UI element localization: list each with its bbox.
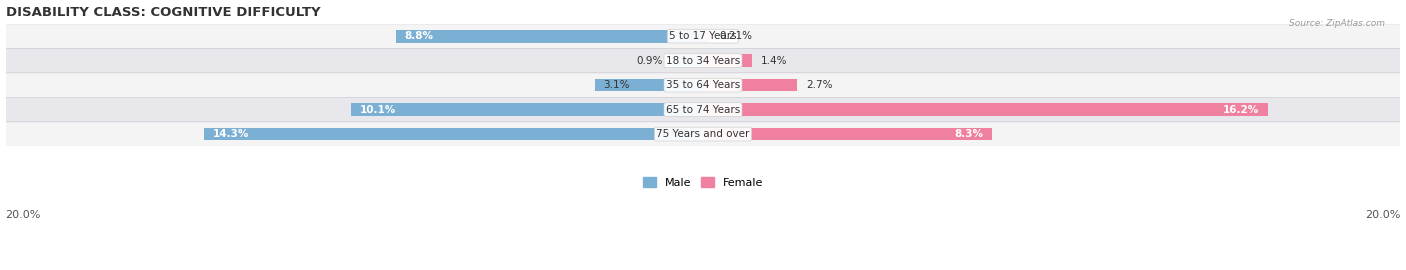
Text: DISABILITY CLASS: COGNITIVE DIFFICULTY: DISABILITY CLASS: COGNITIVE DIFFICULTY [6,6,321,19]
FancyBboxPatch shape [6,73,1400,97]
Bar [703,128,993,140]
Text: 8.3%: 8.3% [955,129,984,139]
FancyBboxPatch shape [6,122,1400,146]
Text: 20.0%: 20.0% [6,210,41,220]
Text: 16.2%: 16.2% [1223,104,1260,114]
FancyBboxPatch shape [6,48,1400,73]
Text: Source: ZipAtlas.com: Source: ZipAtlas.com [1289,19,1385,28]
Bar [703,103,1268,116]
Bar [703,30,710,42]
Text: 5 to 17 Years: 5 to 17 Years [669,31,737,41]
Text: 0.21%: 0.21% [718,31,752,41]
Text: 65 to 74 Years: 65 to 74 Years [666,104,740,114]
Text: 20.0%: 20.0% [1365,210,1400,220]
Bar [396,30,703,42]
Bar [595,79,703,92]
Text: 2.7%: 2.7% [806,80,832,90]
Text: 3.1%: 3.1% [603,80,630,90]
FancyBboxPatch shape [6,24,1400,48]
Bar [672,54,703,67]
Text: 35 to 64 Years: 35 to 64 Years [666,80,740,90]
Bar [703,54,752,67]
Text: 14.3%: 14.3% [214,129,249,139]
FancyBboxPatch shape [6,97,1400,122]
Text: 10.1%: 10.1% [360,104,395,114]
Legend: Male, Female: Male, Female [638,173,768,192]
Text: 75 Years and over: 75 Years and over [657,129,749,139]
Text: 8.8%: 8.8% [405,31,434,41]
Text: 18 to 34 Years: 18 to 34 Years [666,56,740,66]
Bar [350,103,703,116]
Text: 1.4%: 1.4% [761,56,787,66]
Bar [204,128,703,140]
Text: 0.9%: 0.9% [637,56,662,66]
Bar [703,79,797,92]
